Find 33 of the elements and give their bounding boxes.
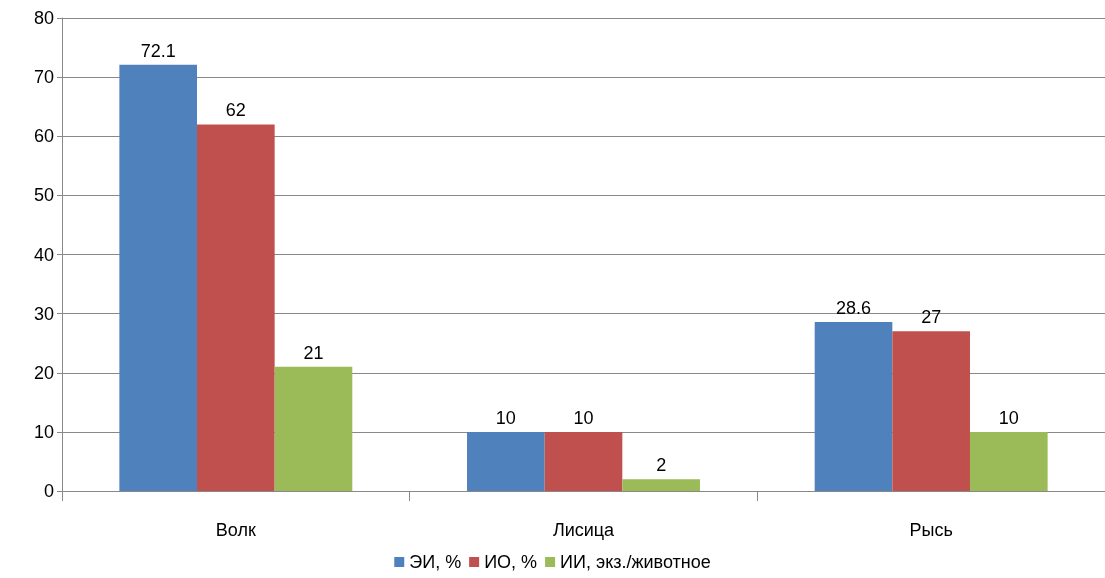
bar [467,431,545,491]
data-label: 10 [573,407,594,428]
bar [622,479,700,491]
x-tick-label: Рысь [909,520,953,540]
y-tick-label: 40 [33,244,54,265]
y-tick-label: 20 [33,362,54,383]
bar [119,64,198,491]
bar [274,366,353,491]
y-tick-label: 80 [33,8,54,28]
bar [197,124,275,491]
legend-label: ИИ, экз./животное [560,552,711,572]
y-tick-label: 0 [43,481,54,501]
legend-label: ЭИ, % [409,552,462,572]
data-label: 28.6 [836,297,872,318]
y-tick-label: 70 [33,67,54,88]
bar [814,321,893,491]
data-label: 62 [225,100,246,121]
y-tick-label: 10 [33,421,54,442]
x-tick-label: Лисица [552,520,616,540]
data-label: 72.1 [140,40,176,61]
bar [892,331,970,491]
y-tick-label: 60 [33,126,54,147]
legend-label: ИО, % [484,552,538,572]
data-label: 21 [303,342,324,363]
y-tick-label: 50 [33,185,54,206]
y-tick-label: 30 [33,303,54,324]
data-label: 2 [656,455,667,476]
data-label: 27 [921,307,942,328]
bar [544,431,623,491]
data-label: 10 [495,407,516,428]
data-label: 10 [998,407,1019,428]
x-tick-label: Волк [215,520,256,540]
bar [969,431,1048,491]
